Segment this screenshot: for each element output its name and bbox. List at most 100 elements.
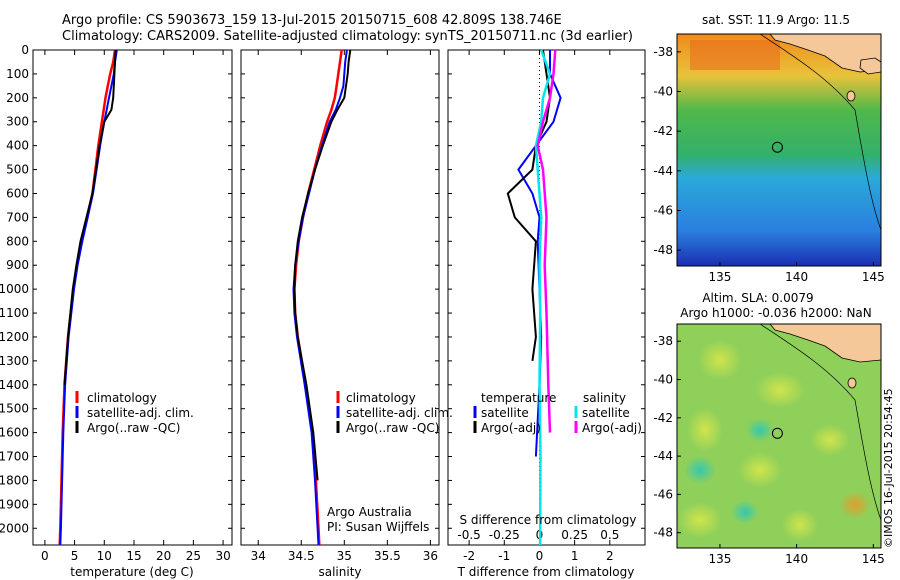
top-tick-label: 0.5 [600, 528, 619, 542]
x-tick-label: 2 [606, 549, 614, 563]
x-tick-label: 10 [97, 549, 112, 563]
x-tick-label: 34.5 [288, 549, 315, 563]
x-tick-label: 36 [423, 549, 438, 563]
series-line [293, 49, 352, 481]
x-tick-label: 1 [571, 549, 579, 563]
y-tick-label: 1300 [0, 354, 29, 368]
top-tick-label: -0.25 [489, 528, 520, 542]
map-x-tick-label: 135 [708, 270, 731, 284]
y-tick-label: 2000 [0, 521, 29, 535]
map-x-tick-label: 140 [785, 270, 808, 284]
profile-location-marker [771, 427, 783, 439]
map-y-tick-label: -38 [653, 45, 673, 59]
y-tick-label: 100 [6, 67, 29, 81]
legend-title-salinity: salinity [583, 391, 626, 405]
salinity-panel-frame [240, 49, 440, 546]
y-tick-label: 1000 [0, 282, 29, 296]
x-tick-label: -2 [463, 549, 475, 563]
series-line [536, 49, 557, 433]
temperature-xlabel: temperature (deg C) [70, 565, 193, 579]
map-x-tick-label: 145 [862, 270, 885, 284]
y-tick-label: 1400 [0, 378, 29, 392]
series-line [63, 49, 117, 385]
sla-map-title: Altim. SLA: 0.0079 [702, 291, 813, 305]
land-mass-tasmania [859, 57, 881, 75]
y-tick-label: 1900 [0, 497, 29, 511]
legend-label-satellite: satellite-adj. clim. [87, 406, 194, 420]
x-tick-label: 35 [337, 549, 352, 563]
series-line [534, 49, 552, 545]
land-mass [769, 34, 881, 73]
shelf-contour [759, 324, 881, 521]
series-line [293, 49, 343, 546]
map-y-tick-label: -42 [653, 124, 673, 138]
sst-map [677, 34, 881, 266]
map-y-tick-label: -38 [653, 334, 673, 348]
difference-legend: temperature salinity satellite Argo(-adj… [473, 391, 642, 435]
legend-label-satellite: satellite-adj. clim. [346, 406, 453, 420]
y-tick-label: 300 [6, 115, 29, 129]
difference-top-label: S difference from climatology [460, 513, 637, 527]
legend-label-temp-satellite: satellite [481, 406, 529, 420]
legend-label-argo: Argo(..raw -QC) [346, 421, 439, 435]
sla-blob [731, 500, 759, 524]
legend-label-argo: Argo(..raw -QC) [87, 421, 180, 435]
map-y-tick-label: -46 [653, 487, 673, 501]
map-y-tick-label: -48 [653, 243, 673, 257]
map-y-tick-label: -40 [653, 373, 673, 387]
sst-map-axes: 135 140 145 -38 -40 -42 -44 -46 -48 [653, 45, 884, 284]
x-tick-label: 0 [536, 549, 544, 563]
sla-blob [839, 491, 871, 519]
map-y-tick-label: -44 [653, 449, 673, 463]
x-tick-label: 35.5 [374, 549, 401, 563]
legend-label-climatology: climatology [87, 391, 157, 405]
land-mass [769, 324, 881, 363]
title-line-2: Climatology: CARS2009. Satellite-adjuste… [62, 29, 633, 44]
title-line-1: Argo profile: CS 5903673_159 13-Jul-2015… [62, 13, 562, 28]
salinity-xlabel: salinity [318, 565, 361, 579]
sla-map-axes: 135 140 145 -38 -40 -42 -44 -46 -48 [653, 334, 884, 566]
difference-xlabel: T difference from climatology [457, 565, 635, 579]
shelf-contour [759, 34, 881, 231]
y-tick-label: 1800 [0, 473, 29, 487]
imos-watermark: ©IMOS 16-Jul-2015 20:54:45 [882, 388, 895, 548]
map-y-tick-label: -42 [653, 411, 673, 425]
legend-label-climatology: climatology [346, 391, 416, 405]
annotation-pi: PI: Susan Wijffels [327, 520, 429, 534]
legend-label-temp-argo: Argo(-adj) [481, 421, 541, 435]
top-tick-label: 0.25 [561, 528, 588, 542]
legend-title-temperature: temperature [481, 391, 556, 405]
sla-blob [746, 418, 774, 442]
y-tick-label: 500 [6, 163, 29, 177]
sla-blob [687, 408, 723, 452]
sla-blob [684, 456, 716, 484]
sla-blob [782, 509, 818, 541]
sla-map-frame [676, 323, 882, 549]
island [847, 377, 857, 389]
x-tick-label: 0 [41, 549, 49, 563]
temperature-panel-frame [32, 49, 233, 546]
x-tick-label: 15 [126, 549, 141, 563]
map-y-tick-label: -40 [653, 85, 673, 99]
y-tick-label: 700 [6, 210, 29, 224]
map-x-tick-label: 140 [785, 552, 808, 566]
series-line [58, 49, 117, 546]
map-x-tick-label: 135 [708, 552, 731, 566]
y-tick-label: 200 [6, 91, 29, 105]
sst-warm-patch [690, 40, 780, 70]
x-tick-label: -1 [498, 549, 510, 563]
legend-label-sal-satellite: satellite [582, 406, 630, 420]
island [846, 90, 856, 102]
y-tick-label: 800 [6, 234, 29, 248]
y-tick-label: 400 [6, 139, 29, 153]
x-tick-label: 25 [186, 549, 201, 563]
map-y-tick-label: -46 [653, 203, 673, 217]
x-tick-label: 5 [71, 549, 79, 563]
profile-location-marker [771, 141, 783, 153]
top-tick-label: -0.5 [457, 528, 480, 542]
x-tick-label: 20 [156, 549, 171, 563]
y-tick-label: 600 [6, 186, 29, 200]
y-tick-label: 1200 [0, 330, 29, 344]
sst-map-frame [676, 33, 882, 267]
